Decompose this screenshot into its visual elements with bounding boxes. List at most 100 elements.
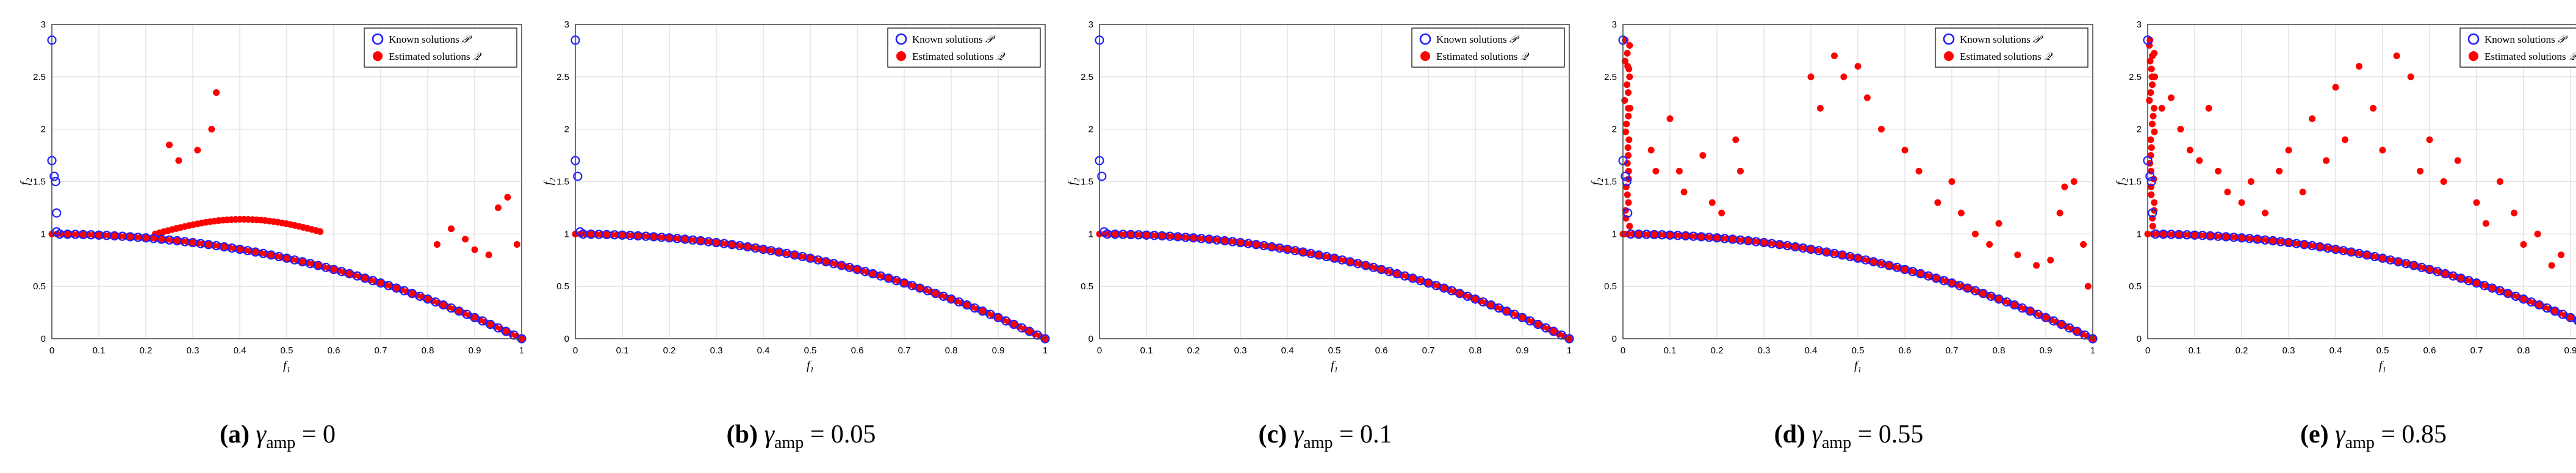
estimated-point: [317, 228, 324, 235]
y-tick-label: 0.5: [1604, 281, 1617, 292]
axes-frame: [575, 24, 1046, 339]
legend-box: [1411, 27, 1565, 68]
legend-marker-known: [1419, 33, 1431, 45]
panel-caption: (d) γamp = 0.55: [1774, 421, 1924, 452]
estimated-point: [1456, 290, 1463, 297]
estimated-point: [1917, 270, 1924, 277]
x-tick-label: 0.6: [1899, 345, 1912, 356]
x-tick-label: 0.8: [1469, 345, 1482, 356]
estimated-point: [64, 231, 71, 238]
legend-marker-known: [2467, 33, 2480, 45]
x-tick-label: 0.2: [1711, 345, 1724, 356]
estimated-point: [2070, 178, 2078, 185]
estimated-point: [1718, 209, 1725, 217]
estimated-point: [2151, 199, 2158, 206]
estimated-point: [2316, 243, 2323, 250]
estimated-point: [869, 270, 877, 277]
estimated-point: [1627, 104, 1634, 112]
estimated-point: [1300, 248, 1307, 256]
known-point: [977, 306, 987, 316]
estimated-point: [2370, 104, 2377, 112]
known-point: [1494, 303, 1504, 313]
estimated-point: [299, 258, 306, 265]
x-tick-label: 0.1: [93, 345, 106, 356]
known-point: [1509, 309, 1519, 319]
known-point: [1549, 327, 1558, 336]
x-tick-label: 0.8: [422, 345, 434, 356]
estimated-point: [346, 270, 353, 277]
estimated-point: [166, 141, 173, 148]
estimated-point: [2148, 65, 2155, 73]
estimated-point: [1901, 265, 1909, 273]
estimated-point: [1331, 255, 1338, 262]
known-point: [486, 319, 495, 330]
estimated-point: [504, 193, 511, 201]
estimated-point: [471, 314, 478, 321]
x-tick-label: 0.1: [1664, 345, 1677, 356]
estimated-point: [666, 234, 673, 242]
y-tick-label: 0.5: [1081, 281, 1093, 292]
known-point: [1447, 286, 1457, 295]
estimated-point: [1934, 199, 1941, 206]
estimated-point: [1624, 159, 1631, 167]
x-tick-label: 0.3: [1234, 345, 1247, 356]
estimated-point: [502, 328, 509, 335]
legend-label: Known solutions 𝒫: [1436, 34, 1520, 45]
estimated-point: [2186, 146, 2193, 154]
estimated-point: [729, 241, 736, 248]
y-tick-label: 1: [41, 229, 46, 239]
panel-caption: (e) γamp = 0.85: [2300, 421, 2447, 452]
x-tick-label: 0.6: [2423, 345, 2436, 356]
estimated-point: [1626, 73, 1633, 81]
known-point: [1439, 283, 1449, 293]
known-point: [1621, 172, 1630, 181]
estimated-point: [1625, 89, 1632, 96]
y-tick-label: 2.5: [33, 72, 46, 82]
estimated-point: [1394, 270, 1401, 277]
y-axis-label: f2: [2114, 178, 2129, 186]
estimated-point: [2147, 136, 2154, 143]
legend: Known solutions 𝒫 Estimated solutions 𝒬: [1411, 27, 1565, 68]
estimated-point: [1503, 308, 1510, 315]
y-tick-label: 0: [41, 334, 46, 344]
known-point: [2495, 286, 2505, 295]
estimated-point: [1221, 237, 1228, 245]
estimated-point: [2309, 115, 2315, 122]
estimated-point: [1854, 63, 1862, 70]
known-point: [1541, 323, 1551, 333]
estimated-point: [1625, 112, 1632, 120]
estimated-point: [1915, 167, 1923, 175]
y-tick-label: 0: [1088, 334, 1093, 344]
estimated-point: [822, 258, 830, 265]
estimated-point: [95, 231, 103, 239]
known-point: [1009, 319, 1019, 330]
legend: Known solutions 𝒫 Estimated solutions 𝒬: [2459, 27, 2576, 68]
estimated-point: [79, 231, 87, 238]
known-point: [1024, 327, 1034, 336]
estimated-point: [838, 262, 845, 269]
estimated-point: [433, 241, 441, 248]
x-tick-label: 1: [519, 345, 524, 356]
known-point: [2550, 306, 2560, 316]
known-point: [2010, 300, 2020, 310]
estimated-point: [963, 301, 971, 309]
estimated-point: [1697, 233, 1705, 240]
estimated-point: [2080, 241, 2087, 248]
estimated-point: [1626, 42, 1633, 49]
legend-label: Known solutions 𝒫: [912, 34, 996, 45]
estimated-point: [1268, 243, 1275, 250]
estimated-point: [2158, 104, 2165, 112]
estimated-point: [2520, 241, 2527, 248]
known-point: [1623, 208, 1633, 218]
y-tick-label: 2: [41, 125, 46, 135]
estimated-point: [2150, 104, 2157, 112]
estimated-point: [588, 231, 595, 238]
estimated-point: [2379, 255, 2386, 262]
estimated-point: [283, 255, 290, 262]
known-point: [384, 281, 394, 291]
estimated-point: [1807, 73, 1815, 81]
estimated-point: [1995, 220, 2002, 227]
known-point: [2503, 289, 2513, 298]
estimated-point: [1472, 295, 1479, 303]
estimated-point: [995, 314, 1002, 321]
